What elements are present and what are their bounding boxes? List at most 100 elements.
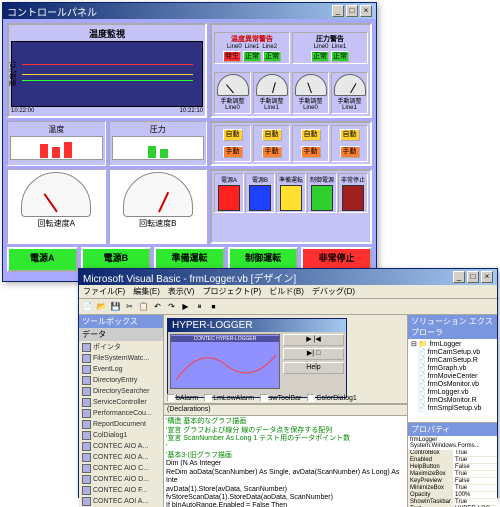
dial[interactable]: 手動調整Line0	[292, 72, 329, 115]
main-button[interactable]: 電源A	[7, 247, 78, 272]
dial[interactable]: 手動調整Line1	[253, 72, 290, 115]
ide-titlebar[interactable]: Microsoft Visual Basic - frmLogger.vb [デ…	[79, 269, 497, 285]
code-line: fvStoreScanData(1).StoreData(aoData, Sca…	[166, 494, 405, 502]
mode-button[interactable]: 自動	[340, 129, 360, 141]
chart-plot: 温度(℃)	[11, 41, 203, 107]
alarm-status-button[interactable]: 正常	[243, 51, 261, 62]
component-tray-item[interactable]: bAlarm	[167, 394, 198, 402]
toolbar-icon[interactable]: ▶	[179, 300, 192, 313]
tree-item[interactable]: 📄 frmCamSetup.R	[409, 356, 496, 364]
designer-surface[interactable]: HYPER-LOGGER CONTEC HYPER-LOGGER ▶ |◀▶| …	[164, 315, 407, 405]
props-object[interactable]: frmLogger System.Windows.Forms...	[408, 436, 497, 450]
property-row[interactable]: MinimizeBoxTrue	[408, 485, 497, 492]
property-row[interactable]: Opacity100%	[408, 492, 497, 499]
mode-column: 自動手動	[292, 125, 329, 162]
toolbar-icon[interactable]: ✂	[123, 300, 136, 313]
alarm-status-button[interactable]: 発生	[223, 51, 241, 62]
hl-button[interactable]: ▶ |◀	[283, 334, 344, 346]
alarm-status-button[interactable]: 正常	[263, 51, 281, 62]
toolbox-group[interactable]: データ	[79, 328, 163, 341]
mode-button[interactable]: 自動	[223, 129, 243, 141]
indicator-light: 準備運転	[276, 173, 306, 213]
solution-tree[interactable]: ⊟ 📁 frmLogger📄 frmCamSetup.vb📄 frmCamSet…	[408, 339, 497, 422]
mode-button[interactable]: 自動	[262, 129, 282, 141]
minimize-icon[interactable]: _	[332, 5, 344, 17]
menu-item[interactable]: プロジェクト(P)	[203, 286, 262, 297]
menu-item[interactable]: 編集(E)	[133, 286, 160, 297]
tree-item[interactable]: 📄 frmGraph.vb	[409, 364, 496, 372]
toolbar-icon[interactable]: 📂	[95, 300, 108, 313]
toolbar-icon[interactable]: 💾	[109, 300, 122, 313]
toolbox-item[interactable]: CONTEC AIO F...	[79, 485, 163, 496]
mode-button[interactable]: 手動	[340, 146, 360, 158]
toolbar-icon[interactable]: ↷	[165, 300, 178, 313]
property-row[interactable]: ShowInTaskbarTrue	[408, 499, 497, 506]
toolbar-icon[interactable]: 📋	[137, 300, 150, 313]
ide-window: Microsoft Visual Basic - frmLogger.vb [デ…	[78, 268, 498, 498]
component-tray-item[interactable]: swToolBar	[260, 394, 301, 402]
toolbox-item[interactable]: ServiceController	[79, 397, 163, 408]
tree-root[interactable]: ⊟ 📁 frmLogger	[409, 340, 496, 348]
menu-item[interactable]: ビルド(B)	[269, 286, 304, 297]
toolbox-item[interactable]: ReportDocument	[79, 419, 163, 430]
property-row[interactable]: MaximizeBoxTrue	[408, 471, 497, 478]
toolbox-item[interactable]: CONTEC AIO A...	[79, 441, 163, 452]
toolbar-icon[interactable]: 📄	[81, 300, 94, 313]
chart-series-line	[22, 74, 193, 75]
tree-item[interactable]: 📄 frmOsMonitor.vb	[409, 380, 496, 388]
toolbox-item[interactable]: DirectorySearcher	[79, 386, 163, 397]
toolbox-item[interactable]: CONTEC AOI A...	[79, 496, 163, 507]
tree-item[interactable]: 📄 frmLogger.vb	[409, 388, 496, 396]
code-header: (Declarations)	[164, 405, 407, 416]
toolbox-item[interactable]: ColDialog1	[79, 430, 163, 441]
property-row[interactable]: KeyPreviewFalse	[408, 478, 497, 485]
maximize-icon[interactable]: □	[467, 271, 479, 283]
mode-button[interactable]: 手動	[223, 146, 243, 158]
dial[interactable]: 手動調整Line0	[214, 72, 251, 115]
gauge: 回転速度B	[109, 169, 208, 244]
alarm-status-button[interactable]: 正常	[311, 51, 329, 62]
toolbox-item[interactable]: CONTEC AIO C...	[79, 463, 163, 474]
property-row[interactable]: ControlBoxTrue	[408, 450, 497, 457]
code-editor[interactable]: (Declarations) '構造 基本的なグラフ描画 '宣言 グラフおよび線…	[164, 405, 407, 507]
mode-button[interactable]: 手動	[301, 146, 321, 158]
solution-header: ソリューション エクスプローラ	[408, 315, 497, 339]
hyper-logger-window[interactable]: HYPER-LOGGER CONTEC HYPER-LOGGER ▶ |◀▶| …	[167, 318, 347, 398]
alarm-status-button[interactable]: 正常	[331, 51, 349, 62]
toolbox-item[interactable]: CONTEC AIO A...	[79, 452, 163, 463]
hl-button[interactable]: Help	[283, 362, 344, 374]
toolbox-item[interactable]: ポインタ	[79, 341, 163, 353]
close-icon[interactable]: ×	[360, 5, 372, 17]
indicator-light: 電源A	[214, 173, 244, 213]
toolbar-icon[interactable]: ⏹	[207, 300, 220, 313]
minimize-icon[interactable]: _	[453, 271, 465, 283]
property-row[interactable]: HelpButtonFalse	[408, 464, 497, 471]
maximize-icon[interactable]: □	[346, 5, 358, 17]
menu-item[interactable]: 表示(V)	[168, 286, 195, 297]
toolbox-item[interactable]: CONTEC AIO D...	[79, 474, 163, 485]
cp-titlebar[interactable]: コントロールパネル _ □ ×	[3, 3, 376, 19]
component-tray-item[interactable]: LmLowAlarm	[204, 394, 254, 402]
dial[interactable]: 手動調整Line1	[331, 72, 368, 115]
menu-item[interactable]: デバッグ(D)	[312, 286, 355, 297]
menu-item[interactable]: ファイル(F)	[83, 286, 125, 297]
toolbox-item[interactable]: EventLog	[79, 364, 163, 375]
toolbox-item[interactable]: FileSystemWatc...	[79, 353, 163, 364]
tree-item[interactable]: 📄 frmCamSetup.vb	[409, 348, 496, 356]
solution-panel: ソリューション エクスプローラ ⊟ 📁 frmLogger📄 frmCamSet…	[407, 315, 497, 507]
toolbar-icon[interactable]: ↶	[151, 300, 164, 313]
toolbox-item[interactable]: DirectoryEntry	[79, 375, 163, 386]
tree-item[interactable]: 📄 frmMovieCenter	[409, 372, 496, 380]
toolbox-item[interactable]: PerformanceCou...	[79, 408, 163, 419]
tree-item[interactable]: 📄 frmOsMonitor.R	[409, 396, 496, 404]
toolbar-icon[interactable]: ⏸	[193, 300, 206, 313]
code-line: '構造 基本的なグラフ描画	[166, 418, 405, 426]
mode-button[interactable]: 手動	[262, 146, 282, 158]
hl-button[interactable]: ▶| □	[283, 348, 344, 360]
tree-item[interactable]: 📄 frmSmplSetup.vb	[409, 404, 496, 412]
mode-button[interactable]: 自動	[301, 129, 321, 141]
close-icon[interactable]: ×	[481, 271, 493, 283]
component-tray-item[interactable]: ColorDialog1	[307, 394, 356, 402]
press-alarm-group: 圧力警告 Line0Line1 正常正常	[292, 32, 368, 64]
property-row[interactable]: EnabledTrue	[408, 457, 497, 464]
